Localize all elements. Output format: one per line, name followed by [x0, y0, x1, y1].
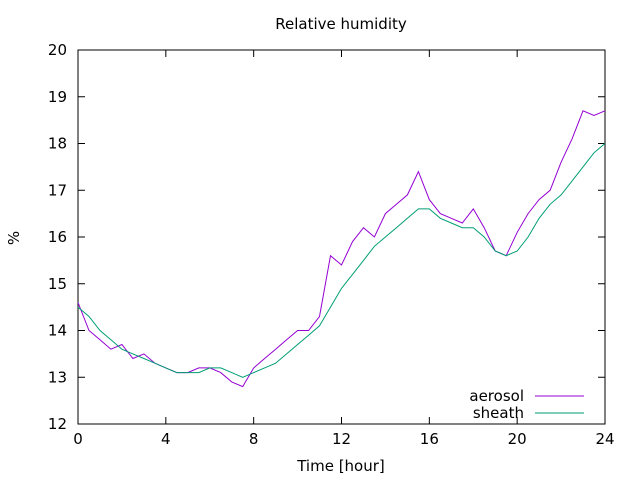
legend-label-aerosol: aerosol [469, 387, 524, 405]
x-tick-label: 20 [508, 430, 527, 448]
x-tick-label: 24 [595, 430, 614, 448]
y-tick-label: 14 [48, 322, 67, 340]
y-tick-label: 17 [48, 181, 67, 199]
series-line-aerosol [77, 110, 606, 388]
x-tick-label: 8 [249, 430, 259, 448]
y-tick-label: 15 [48, 275, 67, 293]
legend-label-sheath: sheath [473, 404, 524, 422]
x-axis-label: Time [hour] [296, 457, 385, 475]
chart-title: Relative humidity [275, 15, 407, 33]
y-axis-label: % [5, 231, 23, 245]
x-tick-label: 16 [420, 430, 439, 448]
y-tick-label: 19 [48, 88, 67, 106]
y-tick-labels: 12 13 14 15 16 17 18 19 20 [48, 41, 67, 433]
x-tick-label: 0 [73, 430, 83, 448]
y-tick-label: 13 [48, 368, 67, 386]
y-tick-label: 16 [48, 228, 67, 246]
axis-ticks [77, 49, 606, 425]
x-tick-label: 4 [161, 430, 171, 448]
series-lines [77, 110, 606, 388]
y-tick-label: 20 [48, 41, 67, 59]
y-tick-label: 18 [48, 135, 67, 153]
x-tick-label: 12 [332, 430, 351, 448]
x-tick-labels: 0 4 8 12 16 20 24 [73, 430, 614, 448]
y-tick-label: 12 [48, 415, 67, 433]
series-line-sheath [77, 143, 606, 378]
legend: aerosol sheath [469, 387, 584, 422]
plot-frame [77, 49, 606, 425]
